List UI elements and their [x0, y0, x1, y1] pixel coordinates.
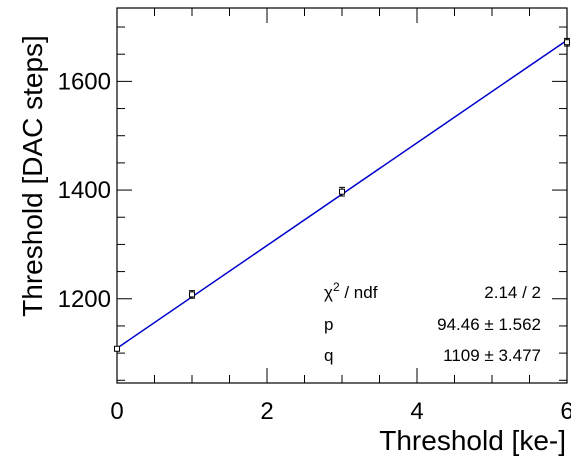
data-point [564, 37, 570, 47]
point-marker [114, 345, 120, 352]
point-marker [339, 188, 345, 195]
stat-value: 1109 ± 3.477 [443, 346, 541, 365]
y-tick-label: 1200 [58, 286, 111, 313]
stat-label: q [324, 346, 333, 365]
x-tick-label: 2 [260, 398, 273, 425]
x-tick-label: 6 [560, 398, 571, 425]
x-tick-label: 4 [410, 398, 423, 425]
x-tick-label: 0 [110, 398, 123, 425]
y-tick-label: 1600 [58, 68, 111, 95]
tick-labels: 0 2 4 6 1200 1400 1600 [58, 68, 571, 425]
point-marker [564, 39, 570, 46]
x-axis-title: Threshold [ke-] [379, 425, 566, 456]
fit-stats-box: χ2 / ndf 2.14 / 2 p 94.46 ± 1.562 q 1109 ± 3.… [324, 280, 541, 365]
point-marker [189, 291, 195, 298]
axis-ticks [116, 8, 568, 383]
data-point [339, 186, 345, 197]
y-tick-label: 1400 [58, 177, 111, 204]
stat-value: 94.46 ± 1.562 [437, 315, 541, 334]
data-point [189, 290, 195, 299]
data-points [114, 37, 570, 352]
data-point [114, 345, 120, 352]
stat-value: 2.14 / 2 [484, 283, 541, 302]
stat-label: p [324, 315, 333, 334]
y-axis-title: Threshold [DAC steps] [17, 35, 48, 317]
stat-label: χ2 / ndf [324, 280, 378, 302]
